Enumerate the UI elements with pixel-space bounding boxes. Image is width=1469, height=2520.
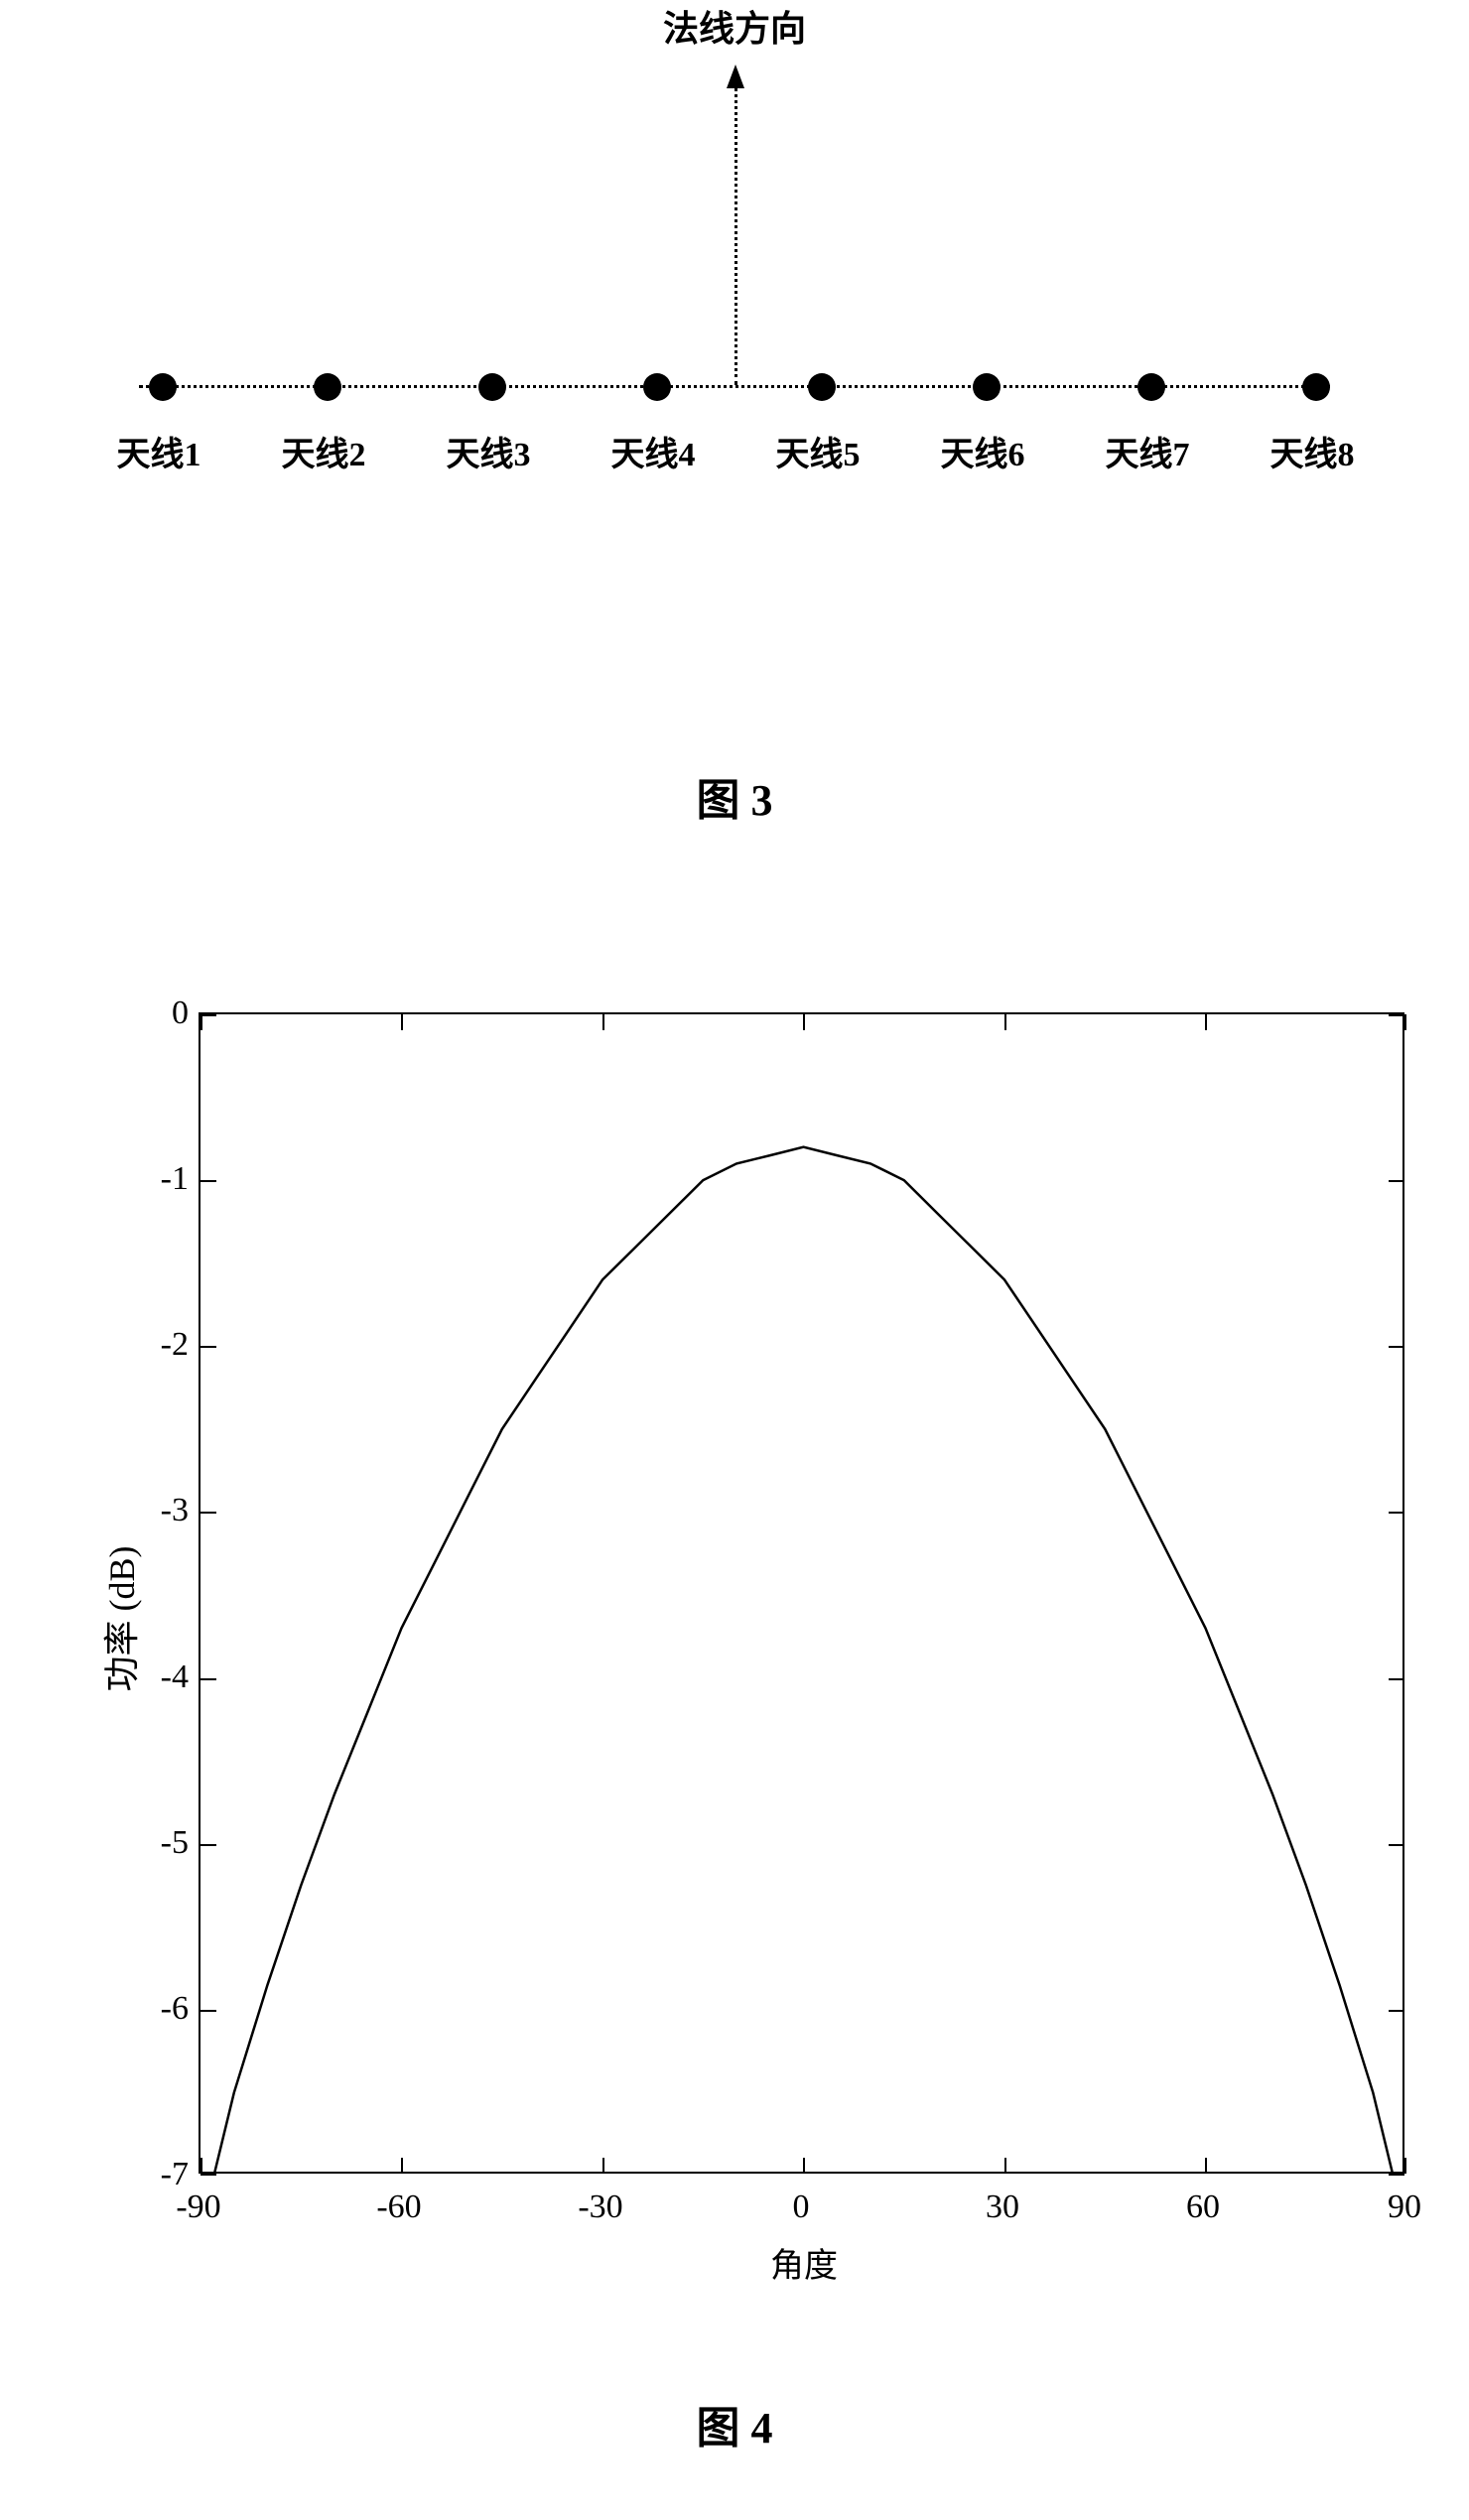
antenna-label-5: 天线5: [758, 427, 877, 475]
xtick-label-0: -90: [159, 2188, 238, 2226]
antenna-label-1: 天线1: [99, 427, 218, 475]
antenna-dot-7: [1137, 373, 1165, 401]
ytick-label-0: 0: [129, 995, 189, 1032]
ytick-label-3: -3: [129, 1492, 189, 1529]
antenna-dot-5: [808, 373, 836, 401]
normal-direction-label: 法线方向: [635, 0, 834, 52]
xtick-label-2: -30: [561, 2188, 640, 2226]
x-axis-label: 角度: [744, 2238, 864, 2287]
ytick-label-1: -1: [129, 1160, 189, 1198]
ytick-label-2: -2: [129, 1326, 189, 1364]
ytick-label-4: -4: [129, 1658, 189, 1696]
xtick-label-4: 30: [963, 2188, 1042, 2226]
chart-svg: [200, 1014, 1406, 2176]
xtick-label-1: -60: [359, 2188, 439, 2226]
normal-direction-line: [734, 87, 737, 385]
antenna-label-2: 天线2: [264, 427, 383, 475]
xtick-label-3: 0: [761, 2188, 841, 2226]
ytick-label-6: -6: [129, 1990, 189, 2028]
antenna-dot-4: [643, 373, 671, 401]
antenna-label-4: 天线4: [594, 427, 713, 475]
figure-4-caption: 图 4: [635, 2392, 834, 2455]
chart-plot-area: [199, 1012, 1404, 2174]
antenna-dot-8: [1302, 373, 1330, 401]
page-root: 法线方向 天线1 天线2 天线3 天线4 天线5 天线6 天线7 天线8 图 3…: [0, 0, 1469, 2520]
antenna-dot-2: [314, 373, 341, 401]
xtick-label-5: 60: [1163, 2188, 1243, 2226]
xtick-label-6: 90: [1365, 2188, 1444, 2226]
antenna-label-8: 天线8: [1253, 427, 1372, 475]
antenna-label-3: 天线3: [429, 427, 548, 475]
antenna-dot-1: [149, 373, 177, 401]
antenna-dot-3: [478, 373, 506, 401]
antenna-dot-6: [973, 373, 1001, 401]
figure-3-caption: 图 3: [635, 764, 834, 828]
arrow-up-icon: [727, 65, 744, 88]
antenna-label-6: 天线6: [923, 427, 1042, 475]
power-curve: [214, 1147, 1394, 2176]
ytick-label-5: -5: [129, 1824, 189, 1862]
antenna-label-7: 天线7: [1088, 427, 1207, 475]
